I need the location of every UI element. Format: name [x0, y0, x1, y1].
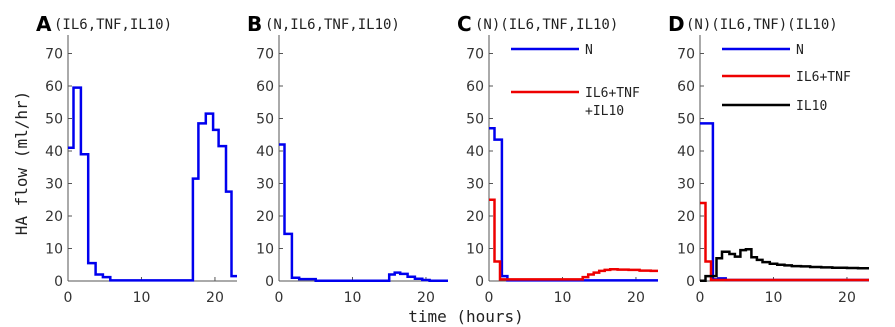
- panel-b: 0 10 20 30 40 50 60 70 0 10 20 B (N,IL6,TNF,IL10): [247, 12, 448, 306]
- x-tick-label: 20: [206, 290, 224, 306]
- y-tick-label: 20: [677, 209, 695, 225]
- panels: 0 10 20 30 40 50 60 70 0 10 20 A (IL6,TNF,IL10) 0 10 20…: [36, 12, 869, 306]
- x-tick-label: 20: [627, 290, 645, 306]
- series-line-data: [279, 143, 448, 282]
- panel-letter: D: [668, 12, 685, 36]
- y-tick-label: 50: [677, 112, 695, 128]
- legend-label: N: [585, 43, 593, 58]
- y-tick-label: 10: [466, 242, 484, 258]
- series-line-n: [700, 122, 869, 282]
- y-tick-label: 60: [677, 79, 695, 95]
- x-tick-label: 10: [133, 290, 151, 306]
- panel-title: (IL6,TNF,IL10): [54, 17, 172, 33]
- y-tick-label: 30: [677, 177, 695, 193]
- panel-letter: A: [36, 12, 52, 36]
- panel-a: 0 10 20 30 40 50 60 70 0 10 20 A (IL6,TNF,IL10): [36, 12, 237, 306]
- y-tick-label: 30: [466, 177, 484, 193]
- y-tick-label: 60: [45, 79, 63, 95]
- x-tick-label: 0: [696, 290, 705, 306]
- y-axis-label: HA flow (ml/hr): [12, 91, 31, 236]
- y-tick-label: 0: [265, 274, 274, 290]
- y-tick-label: 0: [475, 274, 484, 290]
- legend-label: N: [796, 43, 804, 58]
- y-tick-label: 50: [45, 112, 63, 128]
- y-tick-label: 50: [466, 112, 484, 128]
- panel-letter: C: [457, 12, 472, 36]
- panel-title: (N)(IL6,TNF,IL10): [475, 17, 618, 33]
- y-tick-label: 30: [45, 177, 63, 193]
- series-line-il6-tnf: [700, 201, 869, 282]
- y-tick-label: 0: [54, 274, 63, 290]
- y-tick-label: 60: [256, 79, 274, 95]
- y-tick-label: 50: [256, 112, 274, 128]
- y-tick-label: 20: [45, 209, 63, 225]
- y-tick-label: 40: [677, 144, 695, 160]
- legend-label: +IL10: [585, 104, 624, 119]
- x-tick-label: 10: [554, 290, 572, 306]
- y-tick-label: 20: [256, 209, 274, 225]
- y-tick-label: 60: [466, 79, 484, 95]
- panel-title: (N,IL6,TNF,IL10): [265, 17, 400, 33]
- x-tick-label: 0: [64, 290, 73, 306]
- y-tick-label: 10: [677, 242, 695, 258]
- y-tick-label: 10: [256, 242, 274, 258]
- x-axis-label: time (hours): [408, 307, 524, 326]
- y-tick-label: 30: [256, 177, 274, 193]
- y-tick-label: 70: [256, 47, 274, 63]
- legend-label: IL6+TNF: [585, 86, 640, 101]
- x-tick-label: 10: [344, 290, 362, 306]
- x-tick-label: 20: [417, 290, 435, 306]
- panel-letter: B: [247, 12, 262, 36]
- x-tick-label: 0: [485, 290, 494, 306]
- panel-d: 0 10 20 30 40 50 60 70 0 10 20 D (N)(IL6,TNF)(IL10) N…: [668, 12, 869, 306]
- series-line-il6-tnf-il10: [489, 198, 658, 281]
- y-tick-label: 70: [677, 47, 695, 63]
- panel-c: 0 10 20 30 40 50 60 70 0 10 20 C (N)(IL6,TNF,IL10) N I…: [457, 12, 658, 306]
- y-tick-label: 40: [256, 144, 274, 160]
- y-tick-label: 40: [466, 144, 484, 160]
- x-tick-label: 10: [765, 290, 783, 306]
- series-line-data: [68, 86, 237, 282]
- y-tick-label: 70: [466, 47, 484, 63]
- legend-label: IL6+TNF: [796, 70, 851, 85]
- series-line-n: [489, 127, 658, 282]
- x-tick-label: 20: [838, 290, 856, 306]
- x-tick-label: 0: [275, 290, 284, 306]
- y-tick-label: 70: [45, 47, 63, 63]
- y-tick-label: 10: [45, 242, 63, 258]
- y-tick-label: 40: [45, 144, 63, 160]
- legend-label: IL10: [796, 99, 827, 114]
- y-tick-label: 20: [466, 209, 484, 225]
- series-line-il10: [700, 247, 869, 282]
- y-tick-label: 0: [686, 274, 695, 290]
- panel-title: (N)(IL6,TNF)(IL10): [686, 17, 838, 33]
